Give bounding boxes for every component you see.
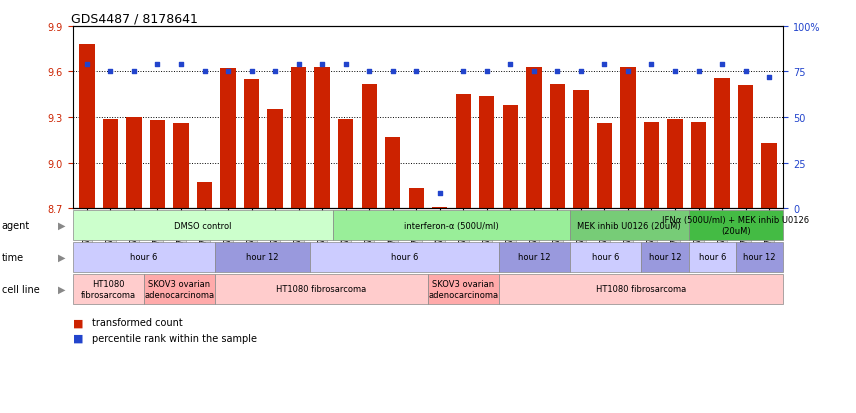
Point bbox=[245, 69, 259, 76]
Point bbox=[198, 69, 211, 76]
Bar bbox=[738, 86, 753, 209]
Point bbox=[292, 62, 306, 68]
Point bbox=[739, 69, 752, 76]
Text: hour 6: hour 6 bbox=[698, 253, 726, 262]
Text: hour 6: hour 6 bbox=[592, 253, 619, 262]
Text: DMSO control: DMSO control bbox=[175, 221, 232, 230]
Text: time: time bbox=[2, 252, 24, 262]
Bar bbox=[267, 110, 282, 209]
Point bbox=[362, 69, 376, 76]
Point bbox=[315, 62, 329, 68]
Bar bbox=[715, 78, 729, 209]
Bar bbox=[574, 90, 589, 209]
Point bbox=[480, 69, 494, 76]
Text: ▶: ▶ bbox=[58, 252, 66, 262]
Text: IFNα (500U/ml) + MEK inhib U0126
(20uM): IFNα (500U/ml) + MEK inhib U0126 (20uM) bbox=[663, 216, 810, 235]
Point bbox=[433, 191, 447, 197]
Point bbox=[763, 74, 776, 81]
Text: percentile rank within the sample: percentile rank within the sample bbox=[92, 333, 257, 343]
Text: agent: agent bbox=[2, 221, 30, 230]
Bar bbox=[432, 207, 448, 209]
Bar bbox=[173, 124, 188, 209]
Bar bbox=[244, 80, 259, 209]
Text: HT1080
fibrosarcoma: HT1080 fibrosarcoma bbox=[80, 280, 136, 299]
Text: transformed count: transformed count bbox=[92, 318, 182, 328]
Bar bbox=[479, 97, 495, 209]
Bar bbox=[127, 118, 141, 209]
Bar bbox=[361, 84, 377, 209]
Bar bbox=[338, 119, 354, 209]
Bar bbox=[526, 68, 542, 209]
Bar bbox=[502, 106, 518, 209]
Bar bbox=[220, 69, 235, 209]
Bar bbox=[621, 68, 636, 209]
Bar bbox=[644, 122, 659, 209]
Bar bbox=[291, 68, 306, 209]
Text: HT1080 fibrosarcoma: HT1080 fibrosarcoma bbox=[276, 285, 366, 294]
Text: GDS4487 / 8178641: GDS4487 / 8178641 bbox=[71, 13, 199, 26]
Text: hour 12: hour 12 bbox=[246, 253, 278, 262]
Text: SKOV3 ovarian
adenocarcinoma: SKOV3 ovarian adenocarcinoma bbox=[429, 280, 498, 299]
Bar bbox=[597, 124, 612, 209]
Point bbox=[456, 69, 470, 76]
Point bbox=[503, 62, 517, 68]
Point bbox=[104, 69, 117, 76]
Text: hour 12: hour 12 bbox=[649, 253, 681, 262]
Point bbox=[574, 69, 588, 76]
Text: hour 12: hour 12 bbox=[743, 253, 776, 262]
Point bbox=[597, 62, 611, 68]
Text: MEK inhib U0126 (20uM): MEK inhib U0126 (20uM) bbox=[578, 221, 681, 230]
Point bbox=[409, 69, 423, 76]
Point bbox=[550, 69, 564, 76]
Point bbox=[692, 69, 705, 76]
Point bbox=[127, 69, 140, 76]
Bar bbox=[385, 138, 401, 209]
Text: SKOV3 ovarian
adenocarcinoma: SKOV3 ovarian adenocarcinoma bbox=[145, 280, 214, 299]
Bar bbox=[691, 122, 706, 209]
Bar bbox=[550, 84, 565, 209]
Point bbox=[221, 69, 235, 76]
Point bbox=[174, 62, 187, 68]
Point bbox=[151, 62, 164, 68]
Bar bbox=[103, 119, 118, 209]
Text: ■: ■ bbox=[73, 333, 86, 343]
Point bbox=[645, 62, 658, 68]
Point bbox=[80, 62, 93, 68]
Bar bbox=[80, 45, 94, 209]
Text: ▶: ▶ bbox=[58, 221, 66, 230]
Text: ■: ■ bbox=[73, 318, 86, 328]
Text: hour 6: hour 6 bbox=[130, 253, 158, 262]
Point bbox=[669, 69, 682, 76]
Text: HT1080 fibrosarcoma: HT1080 fibrosarcoma bbox=[596, 285, 687, 294]
Bar bbox=[314, 68, 330, 209]
Text: hour 6: hour 6 bbox=[390, 253, 418, 262]
Text: cell line: cell line bbox=[2, 284, 39, 294]
Bar bbox=[408, 189, 424, 209]
Text: ▶: ▶ bbox=[58, 284, 66, 294]
Point bbox=[386, 69, 400, 76]
Point bbox=[268, 69, 282, 76]
Bar bbox=[455, 95, 471, 209]
Point bbox=[716, 62, 729, 68]
Bar bbox=[668, 119, 683, 209]
Text: hour 12: hour 12 bbox=[519, 253, 550, 262]
Bar bbox=[150, 121, 165, 209]
Bar bbox=[762, 143, 776, 209]
Point bbox=[527, 69, 541, 76]
Point bbox=[339, 62, 353, 68]
Bar bbox=[197, 183, 212, 209]
Text: interferon-α (500U/ml): interferon-α (500U/ml) bbox=[404, 221, 499, 230]
Point bbox=[621, 69, 635, 76]
